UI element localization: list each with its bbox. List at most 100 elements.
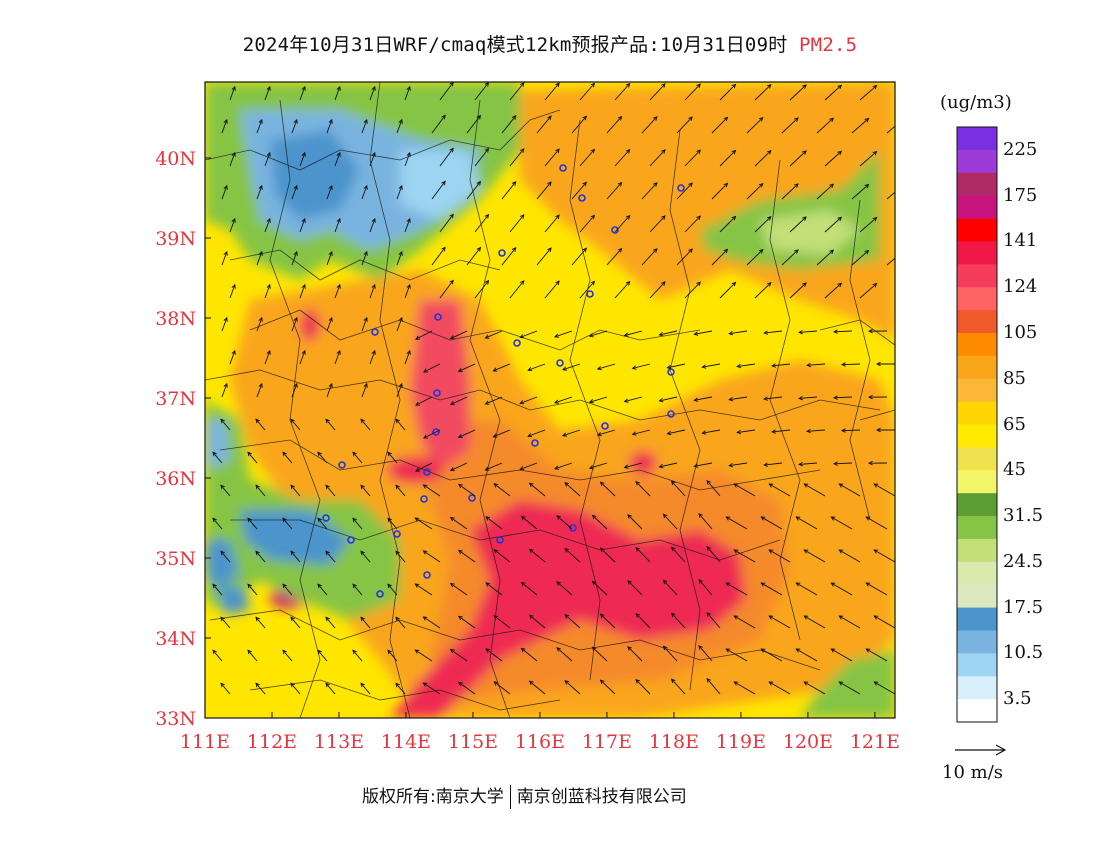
legend-bin: [957, 584, 997, 609]
legend-tick-label: 65: [1003, 413, 1026, 435]
wind-arrow: [415, 330, 433, 340]
wind-arrow: [247, 649, 258, 662]
wind-arrow: [876, 361, 895, 367]
wind-arrow: [247, 451, 258, 464]
wind-arrow: [556, 581, 573, 596]
lon-label: 119E: [716, 731, 766, 753]
lat-label: 38N: [155, 308, 196, 330]
wind-arrow: [255, 484, 266, 497]
wind-arrow: [509, 280, 525, 299]
wind-arrow: [221, 382, 228, 398]
lon-label: 118E: [649, 731, 699, 753]
station-marker: [611, 226, 619, 234]
legend-bin: [957, 378, 997, 403]
legend-bin: [957, 447, 997, 471]
lat-label: 34N: [155, 628, 196, 650]
wind-arrow: [334, 85, 341, 101]
wind-arrow: [670, 546, 686, 563]
wind-arrow: [220, 484, 231, 497]
wind-arrow: [627, 514, 643, 530]
wind-arrow: [485, 582, 503, 596]
legend-bin: [957, 172, 997, 197]
wind-arrow: [725, 516, 748, 530]
wind-arrow: [838, 549, 861, 563]
wind-arrow: [803, 483, 826, 497]
station-marker: [322, 514, 330, 522]
wind-arrow: [627, 646, 643, 662]
lat-label: 37N: [155, 388, 196, 410]
wind-arrow: [264, 217, 271, 233]
wind-arrow: [859, 150, 878, 167]
wind-arrow: [798, 395, 818, 401]
wind-arrow: [317, 583, 328, 596]
wind-arrow: [768, 681, 791, 695]
wind-arrow: [641, 182, 658, 200]
wind-arrow: [509, 82, 525, 101]
legend-bin: [957, 264, 997, 288]
wind-arrow: [754, 216, 772, 233]
wind-arrow: [457, 549, 476, 563]
wind-arrow: [627, 580, 643, 596]
wind-arrow: [733, 483, 756, 497]
axis-ticks: 111E 112E 113E 114E 115E 116E 117E 118E 119E 120E…: [155, 148, 900, 753]
wind-arrow: [579, 280, 596, 299]
wind-arrow: [873, 615, 895, 629]
wind-arrow: [833, 461, 853, 466]
wind-arrow: [698, 513, 713, 530]
lon-label: 117E: [582, 731, 632, 753]
wind-arrow: [706, 611, 721, 629]
legend-tick-label: 124: [1003, 276, 1038, 298]
wind-arrow: [894, 99, 895, 100]
wind-arrow: [873, 681, 895, 695]
wind-arrow: [449, 648, 468, 662]
wind-arrow: [326, 250, 333, 266]
wind-arrow: [851, 183, 870, 200]
wind-arrow: [760, 516, 783, 530]
field-blue-west4: [215, 580, 250, 615]
wind-arrow: [733, 615, 756, 629]
wind-arrow: [803, 681, 826, 695]
wind-arrow: [676, 116, 693, 134]
wind-arrow: [754, 282, 772, 299]
wind-arrow: [816, 117, 835, 134]
wind-arrow: [484, 396, 503, 405]
wind-arrow: [591, 580, 608, 596]
wind-arrow: [527, 429, 546, 438]
legend-bin: [957, 127, 997, 151]
wind-arrow: [466, 246, 482, 266]
station-marker: [556, 359, 564, 367]
wind-arrow: [457, 363, 476, 373]
wind-arrow: [449, 462, 468, 472]
wind-arrow: [221, 118, 228, 134]
wind-arrow: [614, 280, 631, 299]
map-frame: [204, 81, 896, 719]
wind-arrow: [422, 363, 441, 373]
wind-arrow: [841, 428, 861, 433]
wind-arrow: [768, 615, 791, 629]
wind-arrow: [325, 418, 336, 431]
wind-arrow: [666, 429, 686, 436]
wind-arrow: [439, 213, 454, 233]
wind-arrow: [334, 349, 341, 365]
wind-arrow: [670, 612, 686, 629]
legend-frame: [956, 126, 998, 723]
station-marker: [496, 536, 504, 544]
field-blue-west2: [205, 540, 240, 585]
wind-arrow: [360, 616, 371, 629]
wind-arrow: [501, 181, 517, 200]
legend-tick-label: 10.5: [1003, 642, 1044, 664]
field-green-se: [800, 650, 895, 718]
lat-label: 40N: [155, 148, 196, 170]
wind-arrow: [736, 363, 756, 369]
wind-arrow: [528, 614, 546, 629]
wind-arrow: [414, 583, 433, 596]
wind-arrow: [493, 615, 511, 629]
wind-arrow: [635, 480, 651, 497]
wind-arrow: [789, 84, 807, 101]
wind-arrow: [404, 151, 411, 167]
wind-arrow: [395, 550, 406, 563]
wind-arrow: [886, 191, 895, 200]
wind-reference-label: 10 m/s: [942, 762, 1003, 783]
wind-arrow: [361, 118, 368, 134]
wind-arrow: [485, 516, 503, 530]
